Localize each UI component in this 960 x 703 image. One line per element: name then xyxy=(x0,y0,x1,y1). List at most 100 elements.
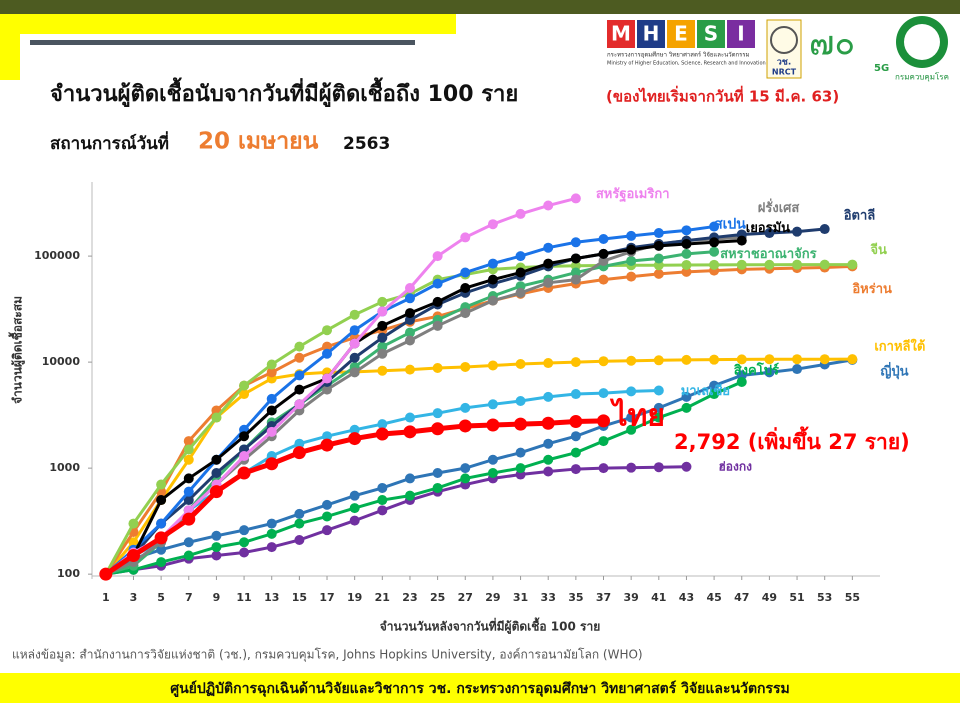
x-tick-label: 25 xyxy=(430,591,445,604)
data-point xyxy=(266,359,277,370)
data-point xyxy=(294,384,305,395)
data-point xyxy=(377,320,388,331)
y-tick-label: 1000 xyxy=(49,461,80,474)
data-point xyxy=(183,537,194,548)
data-point xyxy=(598,436,609,447)
data-point xyxy=(183,454,194,465)
data-point xyxy=(294,399,305,410)
x-tick-label: 13 xyxy=(264,591,279,604)
data-point xyxy=(543,358,554,369)
data-point xyxy=(515,395,526,406)
data-point xyxy=(626,244,637,255)
data-point xyxy=(460,463,471,474)
series-label: สเปน xyxy=(714,217,746,233)
data-point xyxy=(183,495,194,506)
data-point xyxy=(460,283,471,294)
data-point xyxy=(570,193,581,204)
data-point xyxy=(294,438,305,449)
x-tick-label: 5 xyxy=(157,591,165,604)
series-label: อิหร่าน xyxy=(852,282,892,297)
data-point xyxy=(294,341,305,352)
data-point xyxy=(349,338,360,349)
data-point xyxy=(543,466,554,477)
data-point xyxy=(570,237,581,248)
data-point xyxy=(543,454,554,465)
data-point xyxy=(183,486,194,497)
y-tick-label: 100000 xyxy=(34,249,80,262)
data-point xyxy=(431,422,445,436)
data-point xyxy=(432,408,443,419)
x-tick-label: 53 xyxy=(817,591,832,604)
data-point xyxy=(681,461,692,472)
data-point xyxy=(653,355,664,366)
title-note: (ของไทยเริ่มจากวันที่ 15 มี.ค. 63) xyxy=(606,86,839,106)
x-tick-label: 35 xyxy=(568,591,583,604)
data-point xyxy=(598,233,609,244)
data-point xyxy=(626,230,637,241)
x-tick-label: 43 xyxy=(679,591,694,604)
data-point xyxy=(377,348,388,359)
data-point xyxy=(183,505,194,516)
data-point xyxy=(487,295,498,306)
data-point xyxy=(487,258,498,269)
data-point xyxy=(543,242,554,253)
x-tick-label: 45 xyxy=(706,591,721,604)
data-point xyxy=(128,518,139,529)
data-point xyxy=(349,424,360,435)
data-point xyxy=(349,325,360,336)
data-point xyxy=(322,341,333,352)
data-point xyxy=(377,482,388,493)
x-tick-label: 33 xyxy=(541,591,556,604)
data-point xyxy=(377,296,388,307)
data-point xyxy=(819,354,830,365)
data-point xyxy=(543,277,554,288)
data-point xyxy=(211,412,222,423)
series-label: ฮ่องกง xyxy=(718,459,752,473)
data-point xyxy=(487,467,498,478)
x-tick-label: 47 xyxy=(734,591,749,604)
data-point xyxy=(598,255,609,266)
data-point xyxy=(764,354,775,365)
data-point xyxy=(404,412,415,423)
chart-title: จำนวนผู้ติดเชื้อนับจากวันที่มีผู้ติดเชื้… xyxy=(50,77,518,108)
data-point xyxy=(570,389,581,400)
data-point xyxy=(348,432,362,446)
data-point xyxy=(764,367,775,378)
data-point xyxy=(736,259,747,270)
data-point xyxy=(709,354,720,365)
anniversary-logo: ๗๐ xyxy=(809,24,855,64)
footer-bar xyxy=(0,673,960,703)
series-label: สหรัฐอเมริกา xyxy=(596,187,670,203)
data-point xyxy=(626,255,637,266)
data-point xyxy=(597,414,611,428)
data-point xyxy=(294,508,305,519)
data-point xyxy=(266,367,277,378)
data-point xyxy=(569,415,583,429)
data-point xyxy=(460,473,471,484)
y-tick-label: 100 xyxy=(57,567,80,580)
data-point xyxy=(265,457,279,471)
logo-letter: M xyxy=(611,22,631,46)
source: แหล่งข้อมูล: สำนักงานการวิจัยแห่งชาติ (ว… xyxy=(12,648,643,663)
series-line xyxy=(105,358,853,576)
data-point xyxy=(432,467,443,478)
x-tick-label: 37 xyxy=(596,591,611,604)
data-point xyxy=(515,447,526,458)
x-tick-label: 15 xyxy=(292,591,307,604)
x-tick-label: 27 xyxy=(458,591,473,604)
data-point xyxy=(709,246,720,257)
logo-box xyxy=(637,20,665,48)
data-point xyxy=(404,327,415,338)
data-point xyxy=(709,221,720,232)
data-point xyxy=(460,232,471,243)
data-point xyxy=(709,380,720,391)
data-point xyxy=(626,355,637,366)
data-point xyxy=(487,399,498,410)
data-point xyxy=(432,320,443,331)
data-point xyxy=(681,239,692,250)
data-point xyxy=(349,515,360,526)
data-point xyxy=(487,360,498,371)
logo-letter: I xyxy=(737,22,744,46)
logo-caption: กระทรวงการอุดมศึกษา วิทยาศาสตร์ วิจัยและ… xyxy=(607,51,750,59)
logo-box xyxy=(727,20,755,48)
